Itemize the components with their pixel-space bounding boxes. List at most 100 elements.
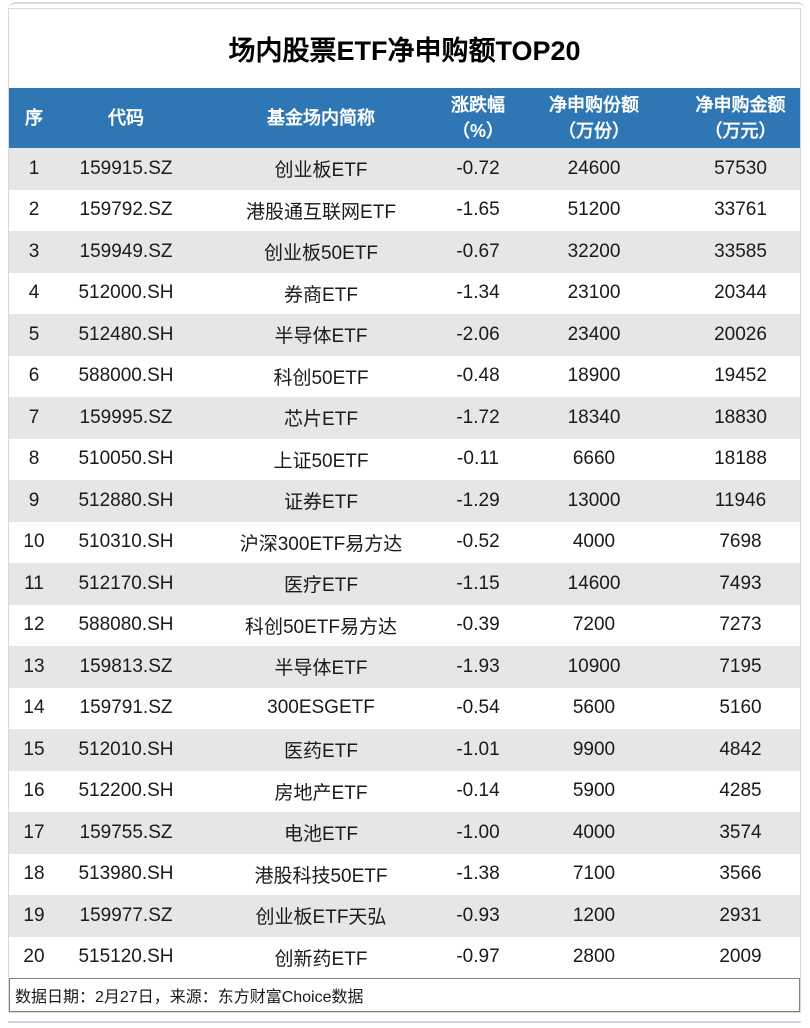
cell-code: 515120.SH — [78, 946, 174, 968]
cell-seq: 1 — [28, 157, 40, 179]
cell-seq: 10 — [23, 531, 45, 553]
cell-seq: 18 — [23, 863, 45, 885]
cell-amount: 7698 — [719, 531, 762, 553]
cell-chg: -1.34 — [456, 282, 500, 304]
cell-seq: 15 — [23, 738, 45, 760]
source-note: 数据日期：2月27日，来源：东方财富Choice数据 — [15, 989, 364, 1006]
cell-amount: 18188 — [714, 448, 767, 470]
cell-name: 证券ETF — [284, 492, 358, 514]
cell-chg: -2.06 — [456, 323, 500, 345]
cell-amount: 4285 — [719, 780, 762, 802]
cell-amount: 7273 — [719, 614, 762, 636]
cell-name: 港股通互联网ETF — [246, 201, 396, 223]
cell-chg: -0.67 — [456, 240, 500, 262]
cell-code: 588000.SH — [78, 365, 174, 387]
cell-code: 512170.SH — [78, 572, 174, 594]
cell-shares: 10900 — [567, 655, 621, 677]
table-row: 12 588080.SH 科创50ETF易方达 -0.39 7200 7273 — [9, 604, 800, 646]
cell-chg: -1.65 — [456, 199, 500, 221]
cell-chg: -1.38 — [456, 863, 500, 885]
title-area: 场内股票ETF净申购额TOP20 — [9, 9, 800, 88]
cell-seq: 8 — [28, 448, 40, 470]
cell-code: 512480.SH — [78, 323, 174, 345]
cell-chg: -0.11 — [457, 448, 499, 470]
cell-code: 588080.SH — [78, 614, 174, 636]
cell-chg: -0.52 — [456, 531, 500, 553]
cell-code: 159792.SZ — [79, 199, 173, 221]
column-header-change-pct: 涨跌幅 （%） — [449, 88, 507, 148]
cell-seq: 17 — [23, 821, 45, 843]
cell-seq: 11 — [24, 572, 44, 594]
table-row: 9 512880.SH 证券ETF -1.29 13000 11946 — [9, 480, 800, 522]
cell-name: 创业板50ETF — [263, 243, 379, 265]
cell-chg: -0.72 — [456, 157, 500, 179]
cell-amount: 18830 — [714, 406, 767, 428]
cell-seq: 6 — [28, 365, 40, 387]
cell-chg: -0.14 — [456, 780, 500, 802]
column-header-net-amount-line1: 净申购金额 — [695, 95, 786, 115]
cell-name: 医疗ETF — [284, 575, 358, 597]
cell-shares: 4000 — [572, 531, 616, 553]
column-header-code-label: 代码 — [108, 108, 144, 128]
etf-table-card: 场内股票ETF净申购额TOP20 序 代码 基金场内简称 涨跌幅 （%） 净申购… — [8, 8, 801, 1013]
column-header-seq-label: 序 — [25, 108, 43, 128]
table-row: 13 159813.SZ 半导体ETF -1.93 10900 7195 — [9, 646, 800, 688]
cell-amount: 57530 — [714, 157, 767, 179]
cell-code: 513980.SH — [78, 863, 174, 885]
cell-code: 510050.SH — [78, 448, 174, 470]
bottom-edge-line — [8, 1021, 801, 1024]
column-header-fund-name: 基金场内简称 — [193, 88, 449, 148]
table-row: 10 510310.SH 沪深300ETF易方达 -0.52 4000 7698 — [9, 521, 800, 563]
cell-amount: 33761 — [714, 199, 767, 221]
cell-name: 芯片ETF — [284, 409, 358, 431]
cell-seq: 19 — [23, 904, 45, 926]
cell-name: 创业板ETF天弘 — [255, 907, 387, 929]
table-row: 20 515120.SH 创新药ETF -0.97 2800 2009 — [9, 936, 800, 978]
cell-amount: 7493 — [719, 572, 762, 594]
table-row: 6 588000.SH 科创50ETF -0.48 18900 19452 — [9, 355, 800, 397]
cell-shares: 5900 — [572, 780, 616, 802]
cell-name: 半导体ETF — [274, 658, 368, 680]
cell-shares: 23100 — [567, 282, 621, 304]
table-row: 18 513980.SH 港股科技50ETF -1.38 7100 3566 — [9, 853, 800, 895]
cell-code: 510310.SH — [78, 531, 174, 553]
cell-shares: 32200 — [567, 240, 621, 262]
cell-chg: -0.48 — [456, 365, 500, 387]
table-row: 2 159792.SZ 港股通互联网ETF -1.65 51200 33761 — [9, 189, 800, 231]
table-row: 16 512200.SH 房地产ETF -0.14 5900 4285 — [9, 770, 800, 812]
cell-shares: 24600 — [567, 157, 621, 179]
cell-shares: 5600 — [572, 697, 616, 719]
table-body: 1 159915.SZ 创业板ETF -0.72 24600 57530 2 159792.S… — [9, 148, 800, 978]
table-row: 19 159977.SZ 创业板ETF天弘 -0.93 1200 2931 — [9, 895, 800, 937]
cell-shares: 9900 — [572, 738, 616, 760]
cell-seq: 14 — [23, 697, 45, 719]
cell-name: 券商ETF — [284, 284, 358, 306]
column-header-net-shares: 净申购份额 （万份） — [507, 88, 681, 148]
cell-chg: -0.39 — [456, 614, 500, 636]
cell-amount: 2931 — [719, 904, 762, 926]
cell-seq: 9 — [28, 489, 40, 511]
cell-name: 300ESGETF — [267, 697, 375, 719]
cell-code: 159995.SZ — [79, 406, 173, 428]
cell-shares: 14600 — [567, 572, 621, 594]
column-header-net-shares-line2: （万份） — [558, 121, 630, 141]
cell-chg: -0.93 — [456, 904, 500, 926]
cell-chg: -0.97 — [456, 946, 500, 968]
column-header-net-amount-line2: （万元） — [704, 121, 777, 141]
cell-chg: -0.54 — [456, 697, 500, 719]
source-note-box: 数据日期：2月27日，来源：东方财富Choice数据 — [9, 978, 800, 1012]
cell-amount: 7195 — [719, 655, 762, 677]
cell-name: 科创50ETF易方达 — [244, 616, 398, 638]
cell-seq: 16 — [23, 780, 45, 802]
cell-shares: 51200 — [567, 199, 621, 221]
cell-chg: -1.72 — [456, 406, 500, 428]
table-row: 15 512010.SH 医药ETF -1.01 9900 4842 — [9, 729, 800, 771]
cell-code: 159949.SZ — [79, 240, 173, 262]
cell-shares: 18340 — [567, 406, 621, 428]
cell-amount: 2009 — [719, 946, 762, 968]
cell-chg: -1.00 — [456, 821, 500, 843]
table-row: 1 159915.SZ 创业板ETF -0.72 24600 57530 — [9, 148, 800, 190]
cell-code: 512880.SH — [78, 489, 174, 511]
cell-chg: -1.15 — [456, 572, 500, 594]
